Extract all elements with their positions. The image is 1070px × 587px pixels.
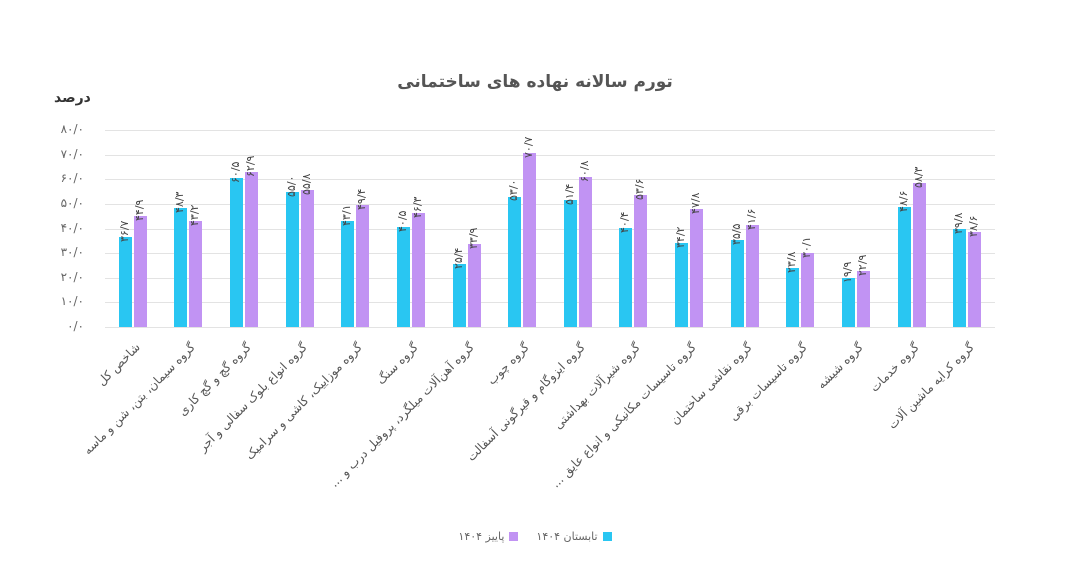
bar <box>619 227 633 327</box>
data-label: ۴۱/۶ <box>744 208 758 230</box>
chart-title: تورم سالانه نهاده های ساختمانی <box>397 72 673 92</box>
data-label: ۴۳/۲ <box>188 204 202 226</box>
gridline <box>105 130 995 131</box>
plot-area: ۳۶/۷ ۴۴/۹ ۴۸/۳ ۴۳/۲ ۶۰/۵ ۶۲/۹ ۵۵/۰ ۵۵/۸ ۴۳/۱ ۴۹/۴… <box>105 130 995 328</box>
data-label: ۴۹/۴ <box>355 188 369 211</box>
bar <box>174 208 188 327</box>
bar <box>897 207 911 327</box>
bar <box>690 209 704 327</box>
legend-item-summer: تابستان ۱۴۰۴ <box>536 530 612 543</box>
bar <box>245 172 259 327</box>
data-label: ۶۲/۹ <box>244 155 258 178</box>
bar <box>411 213 425 327</box>
bar <box>730 239 744 327</box>
y-tick-label: ۶۰/۰ <box>60 171 84 186</box>
y-tick-label: ۳۰/۰ <box>60 245 84 260</box>
data-label: ۳۴/۲ <box>674 226 688 248</box>
bar <box>745 224 759 327</box>
bar <box>396 227 410 327</box>
data-label: ۴۰/۴ <box>618 211 632 233</box>
legend-item-autumn: پاییز ۱۴۰۴ <box>458 530 519 543</box>
y-tick-label: ۴۰/۰ <box>60 220 84 235</box>
bar <box>189 220 203 327</box>
data-label: ۳۶/۷ <box>117 220 131 242</box>
bar <box>300 189 314 327</box>
gridline <box>105 327 995 328</box>
data-label: ۴۷/۸ <box>689 192 703 215</box>
data-label: ۵۱/۴ <box>562 183 576 206</box>
data-label: ۵۳/۶ <box>633 178 647 200</box>
bar <box>968 231 982 327</box>
legend-label-summer: تابستان ۱۴۰۴ <box>536 530 598 543</box>
data-label: ۳۰/۱ <box>800 236 814 258</box>
gridline <box>105 277 995 279</box>
gridline <box>105 154 995 156</box>
data-label: ۴۸/۶ <box>896 190 910 213</box>
bar <box>467 243 481 327</box>
x-tick-label: گروه خدمات <box>866 340 922 395</box>
y-tick-label: ۸۰/۰ <box>60 122 84 136</box>
bar <box>578 177 592 327</box>
legend: تابستان ۱۴۰۴ پاییز ۱۴۰۴ <box>0 530 1070 543</box>
bar <box>563 200 577 327</box>
data-label: ۴۰/۵ <box>395 210 409 233</box>
bar <box>118 236 132 327</box>
data-label: ۴۶/۳ <box>410 196 424 218</box>
data-label: ۵۸/۳ <box>911 166 925 189</box>
data-label: ۳۹/۸ <box>952 212 966 234</box>
gridline <box>105 203 995 205</box>
data-label: ۳۸/۶ <box>967 215 981 237</box>
bar <box>841 278 855 327</box>
data-label: ۲۵/۴ <box>451 248 465 270</box>
bar <box>786 268 800 327</box>
y-tick-label: ۱۰/۰ <box>60 294 84 309</box>
x-tick-label: گروه شیشه <box>814 340 866 392</box>
bar <box>508 196 522 327</box>
bar <box>356 205 370 327</box>
bar <box>912 183 926 327</box>
y-tick-label: ۷۰/۰ <box>60 146 84 161</box>
data-label: ۲۳/۸ <box>785 251 799 274</box>
data-label: ۶۰/۸ <box>577 160 591 183</box>
bar <box>230 178 244 327</box>
data-label: ۴۸/۳ <box>173 191 187 214</box>
x-tick-label: گروه نقاشی ساختمان <box>667 340 755 428</box>
y-axis-label: درصد <box>54 90 91 106</box>
bar <box>452 264 466 327</box>
gridline <box>105 302 995 304</box>
bar <box>801 252 815 327</box>
data-label: ۶۰/۵ <box>229 161 243 184</box>
bar <box>523 152 537 327</box>
data-label: ۵۵/۰ <box>284 175 298 197</box>
data-label: ۴۳/۱ <box>340 204 354 226</box>
data-label: ۴۴/۹ <box>132 199 146 222</box>
gridline <box>105 179 995 181</box>
bar <box>634 195 648 327</box>
data-label: ۵۵/۸ <box>299 173 313 195</box>
y-tick-label: ۵۰/۰ <box>60 195 84 210</box>
bar <box>341 220 355 327</box>
data-label: ۲۲/۹ <box>855 254 869 276</box>
bar <box>675 242 689 327</box>
legend-label-autumn: پاییز ۱۴۰۴ <box>458 530 505 543</box>
data-label: ۳۵/۵ <box>729 223 743 245</box>
data-label: ۵۳/۰ <box>507 180 521 202</box>
data-label: ۱۹/۹ <box>840 261 854 283</box>
y-tick-label: ۲۰/۰ <box>60 269 84 284</box>
y-tick-label: ۰/۰ <box>67 319 84 333</box>
data-label: ۳۳/۹ <box>466 227 480 249</box>
x-tick-label: گروه کرایه ماشین آلات <box>885 340 978 432</box>
bar <box>953 229 967 327</box>
data-label: ۷۰/۷ <box>522 136 536 158</box>
bar <box>856 270 870 327</box>
gridline <box>105 253 995 255</box>
bar <box>285 191 299 327</box>
gridline <box>105 228 995 230</box>
bar <box>133 216 147 327</box>
x-tick-label: گروه انواع بلوک سفالی و آجر <box>195 340 310 455</box>
legend-swatch-summer <box>602 532 612 541</box>
legend-swatch-autumn <box>509 532 519 541</box>
